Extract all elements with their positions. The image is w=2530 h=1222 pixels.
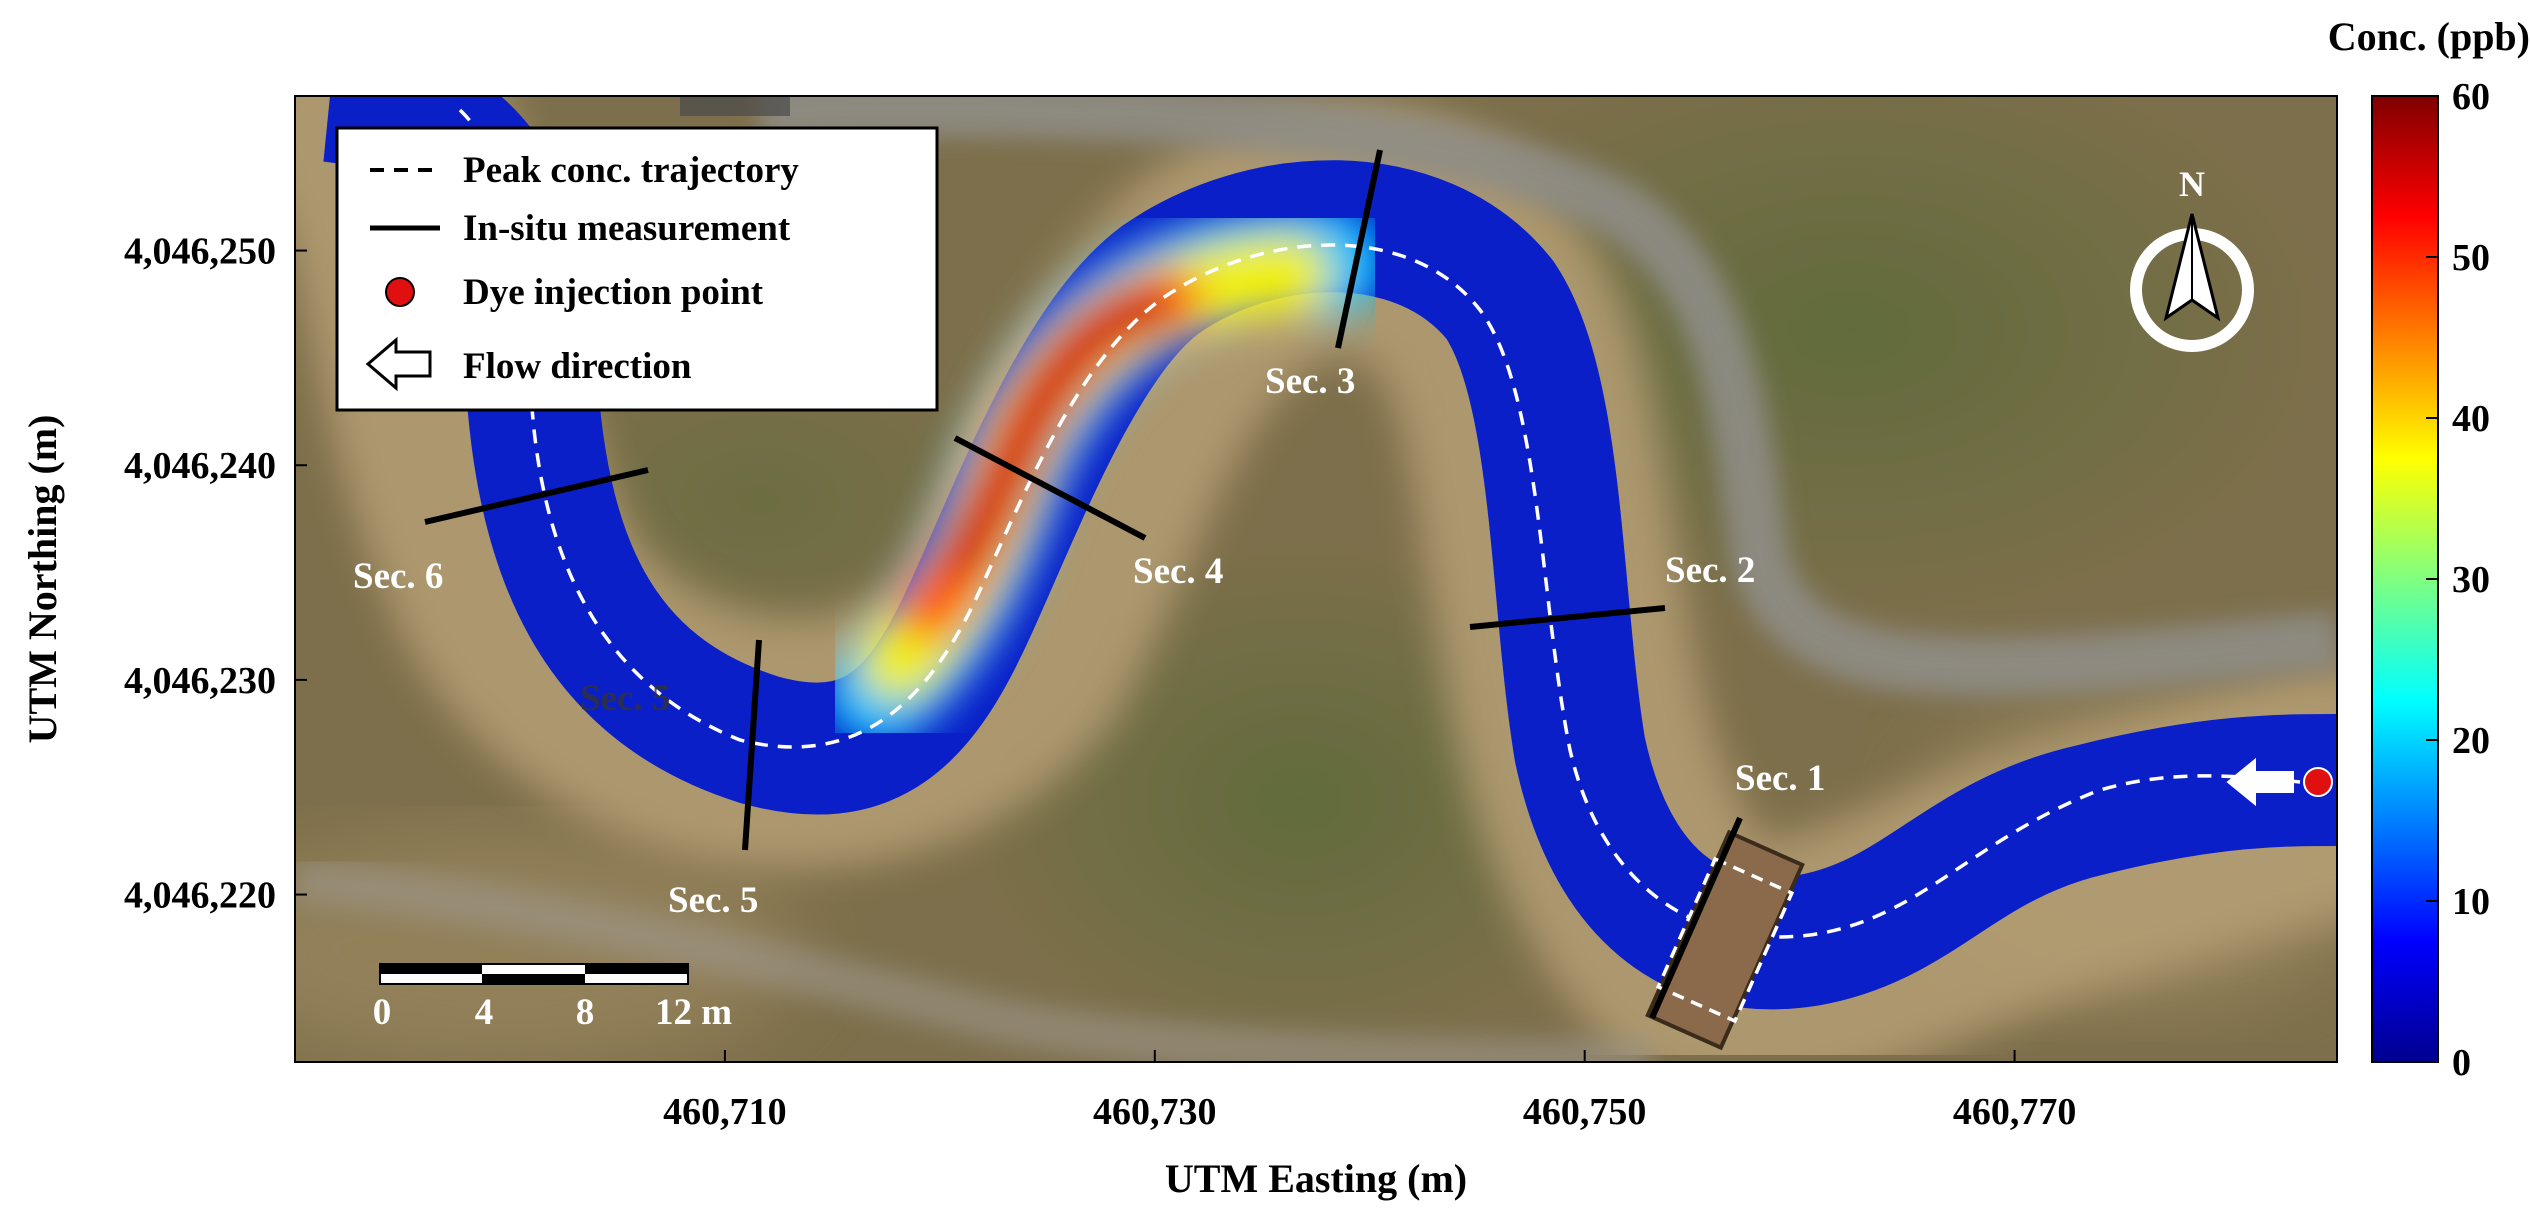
map-frame (294, 95, 2338, 1063)
measurement-section-lines (424, 149, 1743, 1020)
scale-label-12: 12 m (655, 992, 732, 1033)
dye-plume (321, 96, 2337, 1010)
north-arrow: N (2130, 164, 2254, 352)
legend-label-flow: Flow direction (463, 346, 692, 387)
gravel-road (759, 96, 2337, 696)
section-line-3 (1335, 149, 1383, 349)
y-tick-label: 4,046,230 (124, 660, 276, 702)
scale-label-0: 0 (373, 992, 392, 1033)
legend-red-dot-icon (385, 277, 415, 307)
colorbar-tick-label: 60 (2452, 76, 2490, 118)
peak-conc-trajectory-line (458, 108, 2301, 939)
y-tick-label: 4,046,250 (124, 231, 276, 273)
section-label-3: Sec. 3 (1265, 361, 1355, 402)
x-tick-label: 460,710 (663, 1091, 787, 1133)
gravel-road-lower (295, 857, 1651, 1062)
legend-label-measurement: In-situ measurement (463, 208, 791, 249)
section-label-5: Sec. 5 (668, 880, 758, 921)
y-tick-label: 4,046,220 (124, 875, 276, 917)
section-line-2 (1469, 605, 1666, 630)
y-axis-title: UTM Northing (m) (20, 415, 65, 744)
x-axis-ticks: 460,710 460,730 460,750 460,770 (663, 1050, 2076, 1133)
scale-bar: 0 4 8 12 m (373, 963, 732, 1033)
section-label-5-inner: Sec. 5 (580, 678, 670, 719)
x-axis-title: UTM Easting (m) (1165, 1156, 1467, 1201)
bridge (1645, 829, 1805, 1051)
legend-label-trajectory: Peak conc. trajectory (463, 150, 799, 191)
section-line-4 (953, 435, 1147, 541)
colorbar-tick-label: 20 (2452, 720, 2490, 762)
section-label-6: Sec. 6 (353, 556, 443, 597)
colorbar-tick-label: 10 (2452, 881, 2490, 923)
section-line-1 (1649, 816, 1743, 1020)
x-tick-label: 460,730 (1093, 1091, 1217, 1133)
y-tick-label: 4,046,240 (124, 445, 276, 487)
section-label-2: Sec. 2 (1665, 550, 1755, 591)
x-tick-label: 460,770 (1953, 1091, 2077, 1133)
colorbar-tick-label: 40 (2452, 398, 2490, 440)
colorbar-tick-label: 30 (2452, 559, 2490, 601)
section-line-6 (424, 467, 649, 525)
dye-injection-point (2303, 767, 2333, 797)
scale-label-4: 4 (475, 992, 494, 1033)
section-label-4: Sec. 4 (1133, 551, 1223, 592)
colorbar-title: Conc. (ppb) (2328, 14, 2530, 59)
colorbar-tick-label: 0 (2452, 1042, 2471, 1084)
colorbar-ticks: 0 10 20 30 40 50 60 (2426, 76, 2490, 1084)
legend: Peak conc. trajectory In-situ measuremen… (335, 126, 939, 412)
north-label: N (2179, 164, 2205, 204)
colorbar-tick-label: 50 (2452, 237, 2490, 279)
scale-label-8: 8 (576, 992, 595, 1033)
colorbar: Conc. (ppb) 0 10 20 30 40 50 60 (2328, 14, 2530, 1084)
flow-arrow-icon (2226, 757, 2294, 807)
x-tick-label: 460,750 (1523, 1091, 1647, 1133)
flow-direction-marker (2226, 757, 2333, 807)
section-label-1: Sec. 1 (1735, 758, 1825, 799)
section-line-5 (742, 639, 762, 851)
legend-label-injection: Dye injection point (463, 272, 764, 313)
y-axis-ticks: 4,046,250 4,046,240 4,046,230 4,046,220 (124, 231, 307, 917)
legend-arrow-icon (365, 336, 432, 392)
